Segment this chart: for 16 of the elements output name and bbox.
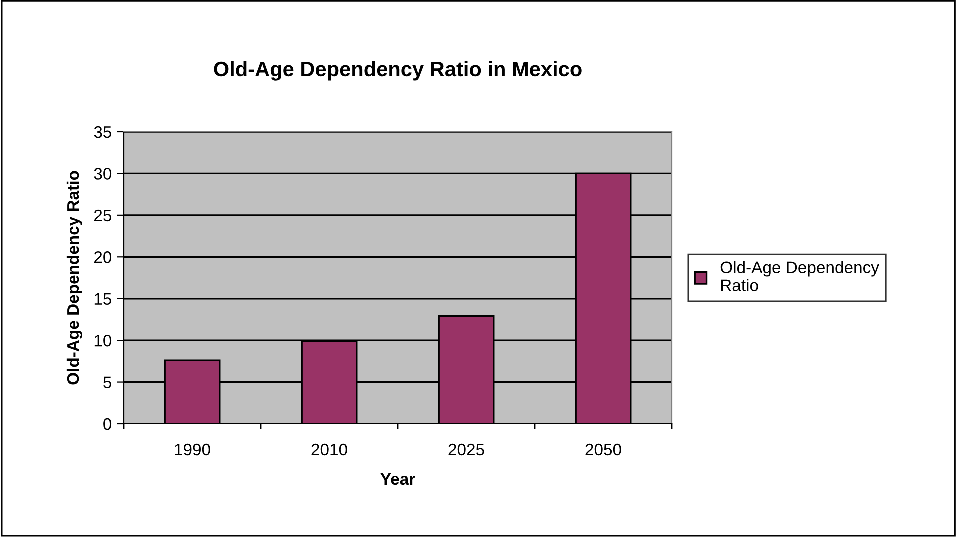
legend-label: Old-Age Dependency Ratio [720,261,880,292]
x-tick-label: 2010 [312,444,348,456]
y-tick-label: 5 [104,376,112,388]
y-tick-label: 15 [94,293,112,306]
y-axis-title: Old-Age Dependency Ratio [66,171,83,385]
chart-title: Old-Age Dependency Ratio in Mexico [214,61,582,81]
y-tick-label: 25 [94,210,112,222]
y-tick-label: 30 [94,168,112,180]
x-tick-label: 2050 [586,444,622,456]
y-tick-label: 10 [94,334,112,347]
x-tick-label: 2025 [448,444,484,456]
y-tick-label: 0 [104,418,112,430]
y-tick-label: 35 [94,126,112,138]
x-tick-label: 1990 [175,444,210,456]
x-axis-title: Year [380,473,416,486]
y-tick-label: 20 [94,252,112,264]
